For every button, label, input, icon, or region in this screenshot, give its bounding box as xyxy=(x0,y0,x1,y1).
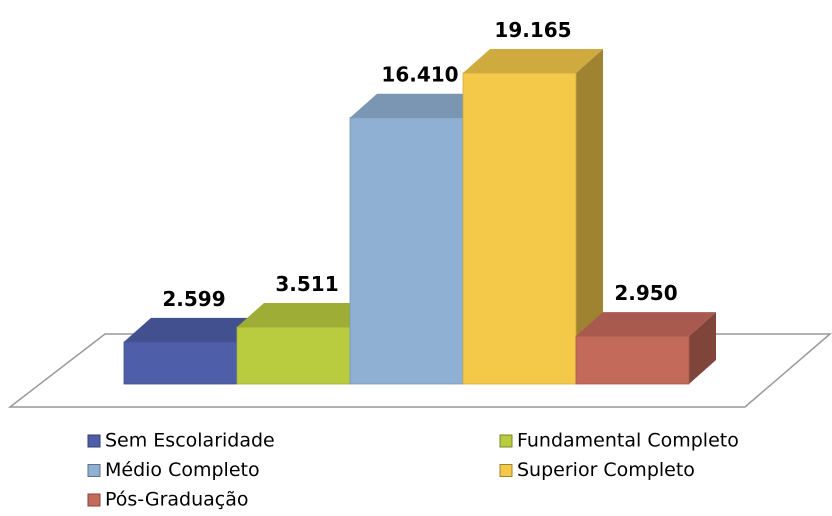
legend-label: Fundamental Completo xyxy=(517,430,739,452)
value-label: 16.410 xyxy=(381,63,458,87)
bar-top xyxy=(124,317,264,342)
bar xyxy=(462,72,577,385)
bar-top xyxy=(576,312,716,337)
value-label: 2.950 xyxy=(614,281,677,305)
bar-side xyxy=(689,312,716,384)
legend-label: Pós-Graduação xyxy=(105,489,249,511)
bar xyxy=(575,335,690,385)
bar-top xyxy=(350,93,490,118)
legend-label: Superior Completo xyxy=(517,459,695,481)
bar-top xyxy=(463,49,603,73)
legend-swatch xyxy=(499,434,513,448)
legend-swatch xyxy=(87,464,101,477)
bar-top xyxy=(237,303,377,328)
legend-swatch xyxy=(87,493,101,507)
legend-swatch xyxy=(87,434,101,448)
bar xyxy=(236,326,351,385)
value-label: 2.599 xyxy=(162,287,225,311)
value-label: 3.511 xyxy=(275,272,338,296)
legend-label: Sem Escolaridade xyxy=(105,430,275,452)
legend-label: Médio Completo xyxy=(105,459,260,481)
legend-swatch xyxy=(499,464,513,477)
bar xyxy=(123,341,238,385)
value-label: 19.165 xyxy=(494,18,571,42)
bar-side xyxy=(576,49,603,384)
bar xyxy=(349,117,464,385)
